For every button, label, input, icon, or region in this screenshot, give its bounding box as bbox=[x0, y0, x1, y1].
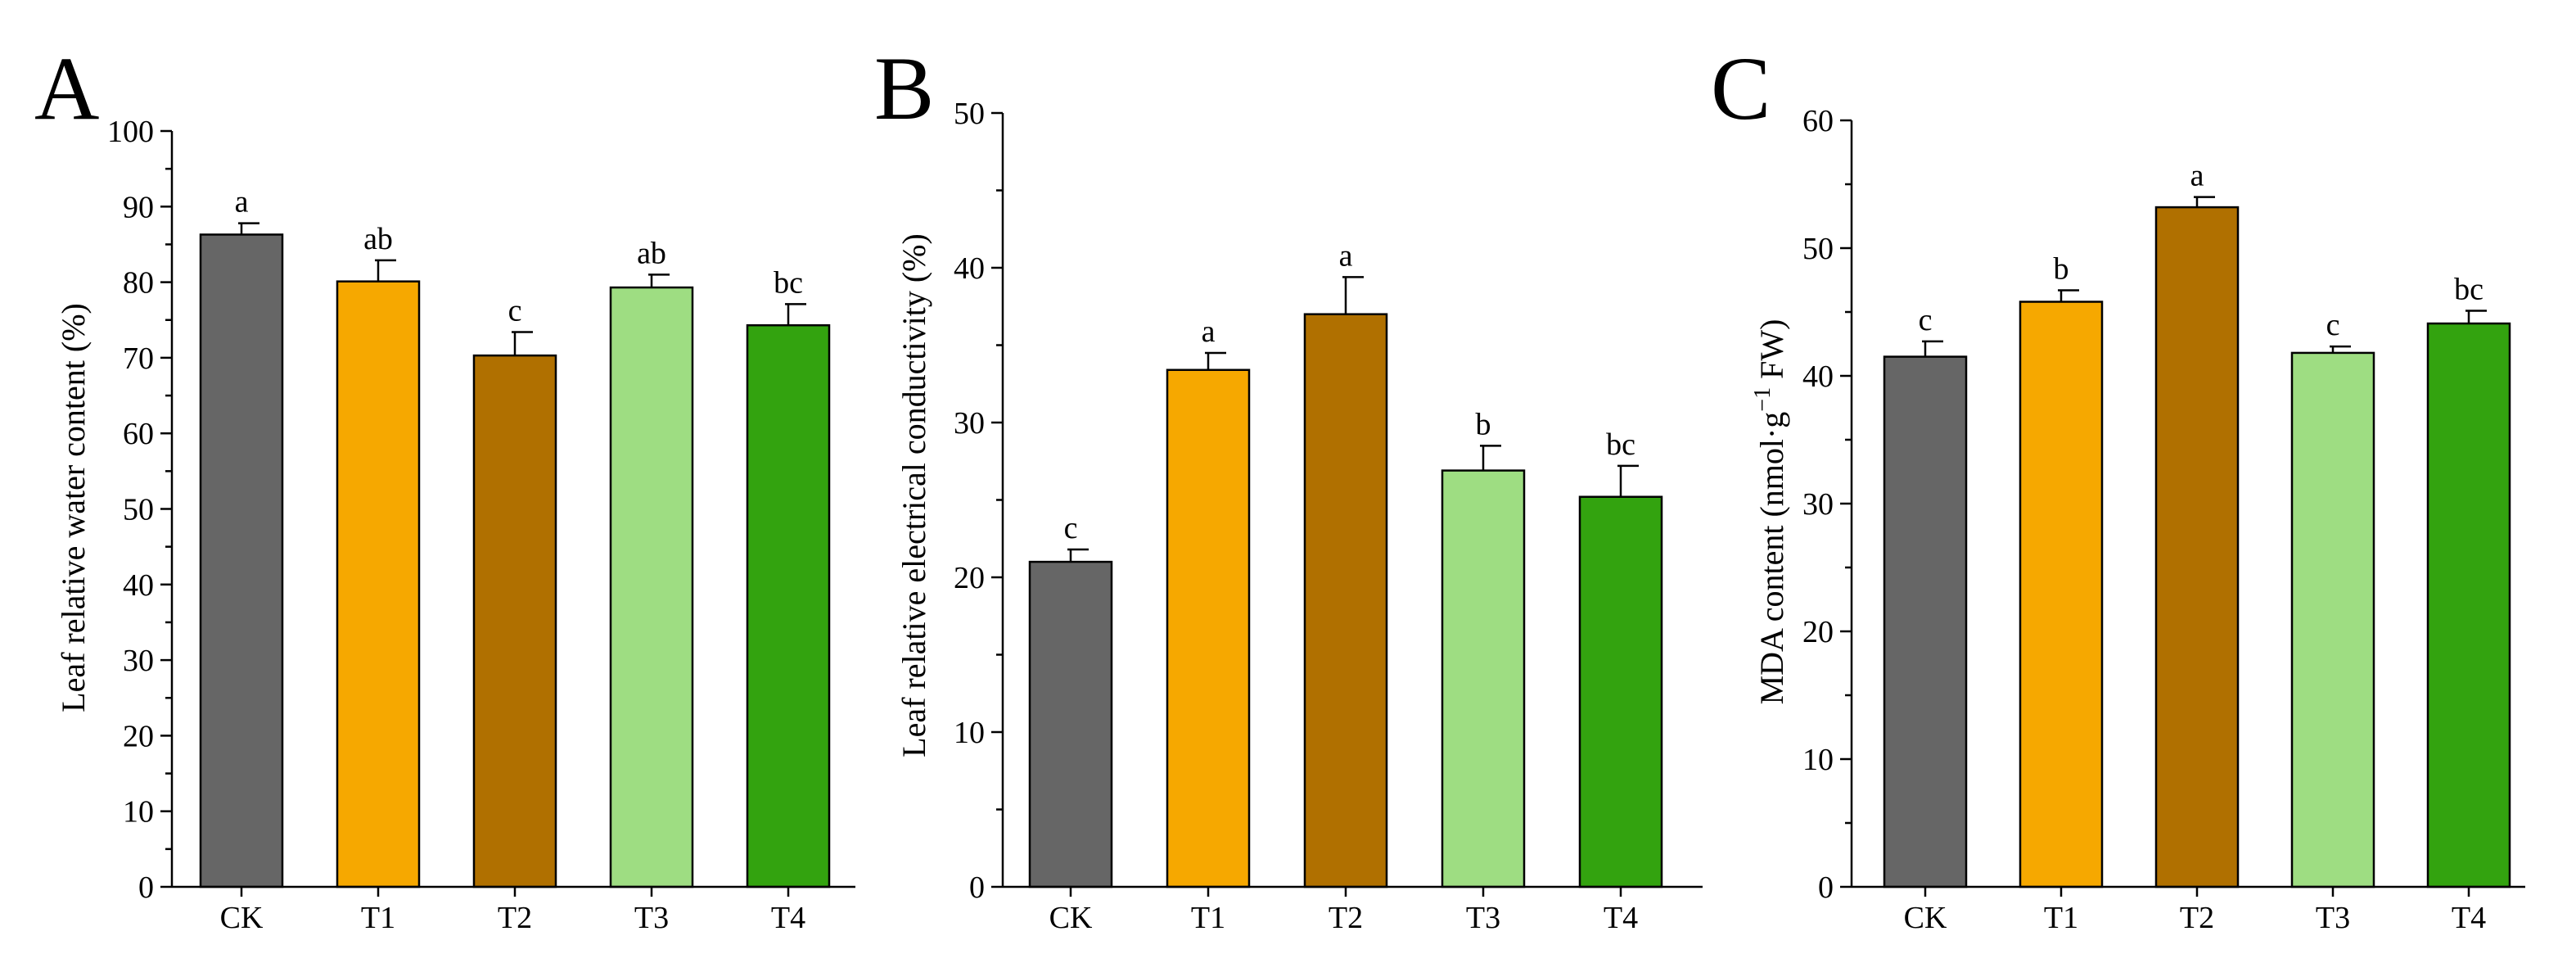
y-axis-label-c-tail: FW) bbox=[1753, 319, 1790, 387]
significance-letter-c-t4: bc bbox=[2454, 272, 2484, 306]
y-tick-label-a-50: 50 bbox=[123, 493, 154, 527]
significance-letter-a-t2: c bbox=[508, 294, 522, 328]
significance-letter-b-t2: a bbox=[1339, 238, 1353, 273]
panel-letter-a: A bbox=[34, 38, 99, 138]
y-tick-label-a-20: 20 bbox=[123, 719, 154, 753]
panel-letter-b: B bbox=[874, 38, 934, 138]
significance-letter-a-t4: bc bbox=[774, 265, 803, 300]
y-tick-label-a-100: 100 bbox=[107, 115, 154, 149]
y-tick-label-c-40: 40 bbox=[1802, 359, 1834, 394]
x-tick-label-a-t4: T4 bbox=[771, 901, 805, 935]
panel-c: C MDA content (nmol·g−1 FW) c CK b T1 a T2 c T3… bbox=[1711, 38, 2525, 935]
y-tick-label-a-80: 80 bbox=[123, 266, 154, 301]
x-tick-label-b-t4: T4 bbox=[1604, 901, 1638, 935]
y-tick-label-a-90: 90 bbox=[123, 190, 154, 224]
y-tick-label-a-30: 30 bbox=[123, 644, 154, 678]
bar-b-t2 bbox=[1303, 313, 1388, 888]
bar-b-t4 bbox=[1578, 495, 1663, 888]
plot-area-a: a CK ab T1 c T2 ab T3 bc T4 0 10 20 30 40 50 60 70 80 90 100 bbox=[107, 115, 855, 935]
x-tick-label-c-ck: CK bbox=[1904, 901, 1947, 935]
x-tick-label-c-t3: T3 bbox=[2316, 901, 2350, 935]
x-tick-label-b-t1: T1 bbox=[1191, 901, 1225, 935]
significance-letter-c-t2: a bbox=[2190, 159, 2204, 193]
y-tick-label-b-50: 50 bbox=[954, 97, 985, 131]
bar-a-t1 bbox=[336, 280, 421, 888]
bar-c-t4 bbox=[2426, 322, 2511, 888]
bar-c-ck bbox=[1883, 355, 1968, 888]
significance-letter-a-ck: a bbox=[235, 185, 249, 219]
bar-c-t3 bbox=[2290, 351, 2375, 888]
bar-b-t3 bbox=[1441, 469, 1526, 888]
y-tick-label-a-0: 0 bbox=[138, 870, 154, 905]
significance-letter-a-t3: ab bbox=[637, 236, 666, 270]
significance-letter-c-ck: c bbox=[1919, 303, 1933, 337]
x-tick-label-b-ck: CK bbox=[1049, 901, 1093, 935]
bar-a-t3 bbox=[609, 286, 694, 888]
y-tick-label-a-60: 60 bbox=[123, 417, 154, 451]
y-axis-label-c-main: MDA content (nmol·g bbox=[1753, 412, 1790, 705]
y-tick-label-b-30: 30 bbox=[954, 406, 985, 441]
panel-letter-c: C bbox=[1711, 38, 1771, 138]
significance-letter-b-t1: a bbox=[1202, 314, 1216, 349]
x-tick-label-c-t4: T4 bbox=[2452, 901, 2486, 935]
significance-letter-b-t4: bc bbox=[1606, 427, 1635, 462]
panel-a: A Leaf relative water content (%) a CK ab T… bbox=[34, 38, 855, 935]
significance-letter-a-t1: ab bbox=[363, 222, 393, 256]
y-tick-label-b-40: 40 bbox=[954, 251, 985, 286]
y-tick-label-c-10: 10 bbox=[1802, 743, 1834, 777]
significance-letter-b-t3: b bbox=[1476, 407, 1491, 441]
panel-b: B Leaf relative electrical conductivity … bbox=[874, 38, 1703, 935]
x-tick-label-b-t3: T3 bbox=[1466, 901, 1500, 935]
y-tick-label-b-20: 20 bbox=[954, 561, 985, 595]
y-tick-label-b-0: 0 bbox=[969, 870, 985, 905]
y-axis-label-c: MDA content (nmol·g−1 FW) bbox=[1750, 319, 1790, 705]
x-tick-label-c-t2: T2 bbox=[2180, 901, 2214, 935]
y-tick-label-c-20: 20 bbox=[1802, 615, 1834, 649]
bar-a-ck bbox=[199, 233, 284, 888]
x-tick-label-b-t2: T2 bbox=[1329, 901, 1363, 935]
y-tick-label-a-10: 10 bbox=[123, 795, 154, 830]
y-axis-label-b: Leaf relative electrical conductivity (%… bbox=[896, 233, 932, 757]
y-tick-label-a-70: 70 bbox=[123, 341, 154, 376]
significance-letter-c-t1: b bbox=[2054, 251, 2069, 286]
x-tick-label-a-t1: T1 bbox=[361, 901, 395, 935]
bar-a-t2 bbox=[472, 354, 557, 888]
bar-c-t1 bbox=[2019, 301, 2104, 888]
bar-c-t2 bbox=[2154, 206, 2240, 888]
bar-b-t1 bbox=[1166, 368, 1251, 888]
y-axis-label-c-sup: −1 bbox=[1750, 387, 1775, 412]
x-tick-label-c-t1: T1 bbox=[2044, 901, 2078, 935]
bar-b-ck bbox=[1028, 560, 1113, 888]
y-tick-label-c-60: 60 bbox=[1802, 104, 1834, 138]
y-tick-label-b-10: 10 bbox=[954, 716, 985, 750]
y-tick-label-a-40: 40 bbox=[123, 568, 154, 603]
y-tick-label-c-0: 0 bbox=[1818, 870, 1834, 905]
significance-letter-c-t3: c bbox=[2326, 308, 2340, 342]
y-axis-label-a: Leaf relative water content (%) bbox=[55, 303, 92, 712]
x-tick-label-a-ck: CK bbox=[220, 901, 264, 935]
plot-area-b: c CK a T1 a T2 b T3 bc T4 0 10 20 30 40 50 bbox=[954, 97, 1703, 935]
significance-letter-b-ck: c bbox=[1064, 511, 1078, 545]
bar-a-t4 bbox=[746, 323, 831, 888]
x-tick-label-a-t3: T3 bbox=[634, 901, 669, 935]
x-tick-label-a-t2: T2 bbox=[498, 901, 532, 935]
y-tick-label-c-50: 50 bbox=[1802, 232, 1834, 266]
y-tick-label-c-30: 30 bbox=[1802, 487, 1834, 522]
plot-area-c: c CK b T1 a T2 c T3 bc T4 0 10 20 30 40 50 60 bbox=[1802, 104, 2525, 935]
